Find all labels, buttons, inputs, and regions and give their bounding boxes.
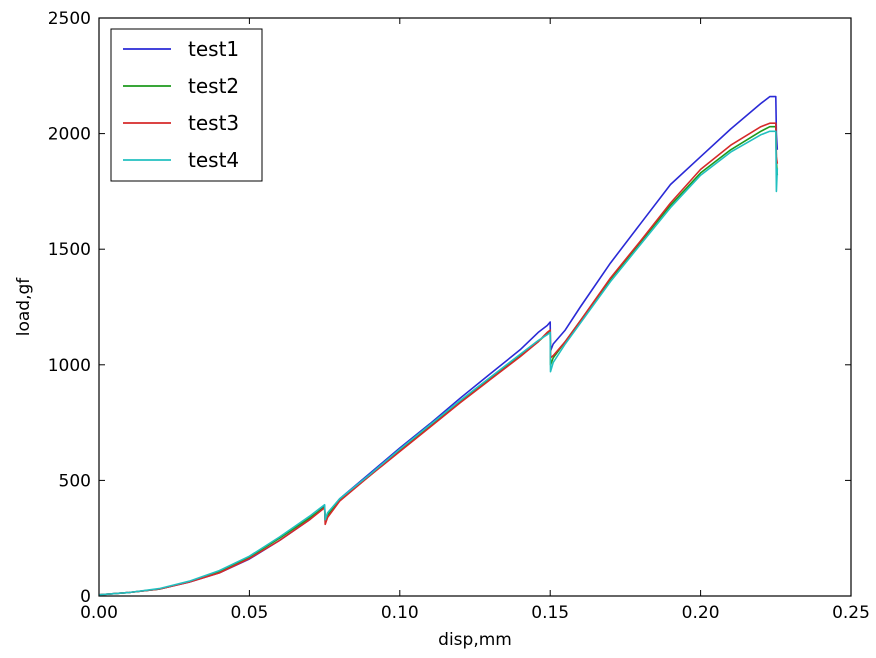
y-tick-label: 1000	[48, 356, 91, 376]
series-group	[98, 95, 779, 596]
legend: test1 test2 test3 test4	[110, 28, 263, 182]
x-tick-label: 0.25	[832, 603, 870, 623]
legend-label-test4: test4	[188, 148, 239, 172]
y-tick-label: 2000	[48, 125, 91, 145]
series-line-test4	[98, 130, 779, 596]
legend-label-test3: test3	[188, 111, 239, 135]
y-tick-label: 1500	[48, 240, 91, 260]
x-tick-label: 0.05	[230, 603, 268, 623]
series-line-test2	[98, 125, 779, 596]
x-tick-label: 0.15	[531, 603, 569, 623]
x-tick-label: 0.20	[682, 603, 720, 623]
y-axis-label: load,gf	[14, 277, 34, 337]
y-tick-label: 500	[59, 471, 91, 491]
plot-frame	[98, 17, 852, 597]
x-tick-label: 0.10	[381, 603, 419, 623]
series-line-test3	[98, 122, 779, 596]
x-axis-label: disp,mm	[438, 630, 512, 650]
y-tick-label: 0	[80, 587, 91, 607]
x-axis: 0.00 0.05 0.10 0.15 0.20 0.25	[80, 18, 870, 623]
y-tick-label: 2500	[48, 9, 91, 29]
legend-label-test2: test2	[188, 74, 239, 98]
legend-box	[110, 28, 263, 182]
legend-label-test1: test1	[188, 37, 239, 61]
y-axis: 0 500 1000 1500 2000 2500	[48, 9, 851, 607]
x-tick-label: 0.00	[80, 603, 118, 623]
